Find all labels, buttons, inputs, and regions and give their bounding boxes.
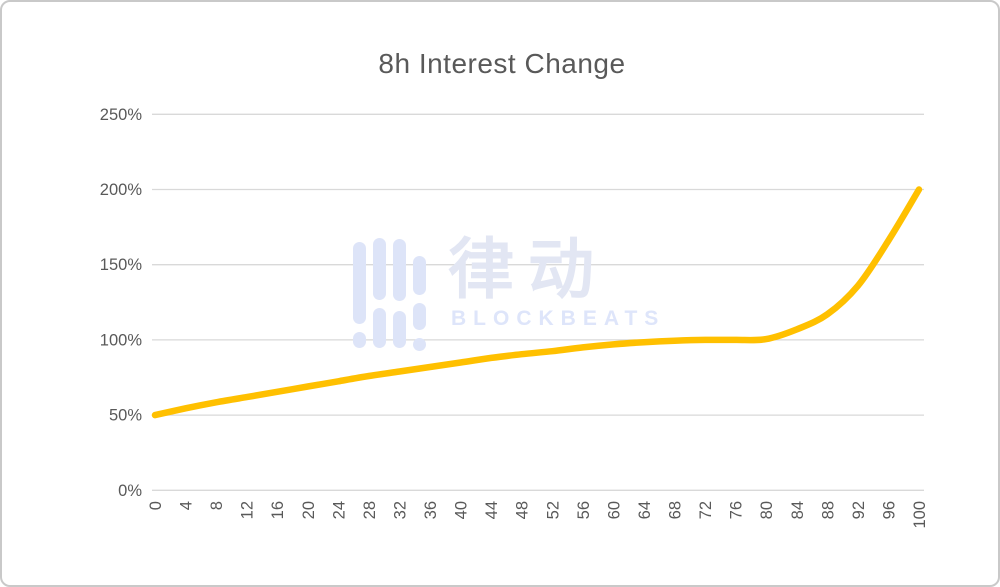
x-tick-label: 68 (667, 501, 685, 519)
x-tick-label: 64 (636, 501, 654, 519)
x-tick-label: 16 (269, 501, 287, 519)
x-tick-label: 8 (208, 501, 226, 510)
y-tick-label: 250% (100, 106, 143, 124)
y-tick-label: 0% (118, 482, 142, 500)
x-tick-label: 84 (789, 501, 807, 519)
x-tick-label: 96 (880, 501, 898, 519)
x-tick-label: 32 (391, 501, 409, 519)
x-tick-label: 4 (178, 501, 196, 510)
x-tick-label: 48 (514, 501, 532, 519)
x-tick-label: 0 (147, 501, 165, 510)
x-tick-label: 12 (239, 501, 257, 519)
x-tick-label: 24 (330, 501, 348, 519)
x-tick-label: 44 (483, 501, 501, 519)
x-tick-label: 100 (911, 501, 929, 529)
x-tick-label: 20 (300, 501, 318, 519)
x-tick-label: 72 (697, 501, 715, 519)
x-tick-label: 60 (605, 501, 623, 519)
y-tick-label: 200% (100, 181, 143, 199)
y-tick-label: 150% (100, 256, 143, 274)
x-tick-label: 40 (453, 501, 471, 519)
x-tick-label: 88 (819, 501, 837, 519)
y-tick-label: 50% (109, 407, 142, 425)
x-tick-label: 80 (758, 501, 776, 519)
chart-title: 8h Interest Change (378, 48, 626, 79)
y-tick-label: 100% (100, 331, 143, 349)
x-tick-label: 52 (544, 501, 562, 519)
x-tick-label: 36 (422, 501, 440, 519)
x-tick-label: 76 (728, 501, 746, 519)
x-tick-label: 28 (361, 501, 379, 519)
x-tick-label: 56 (575, 501, 593, 519)
x-tick-label: 92 (850, 501, 868, 519)
interest-change-series-line (151, 186, 923, 419)
